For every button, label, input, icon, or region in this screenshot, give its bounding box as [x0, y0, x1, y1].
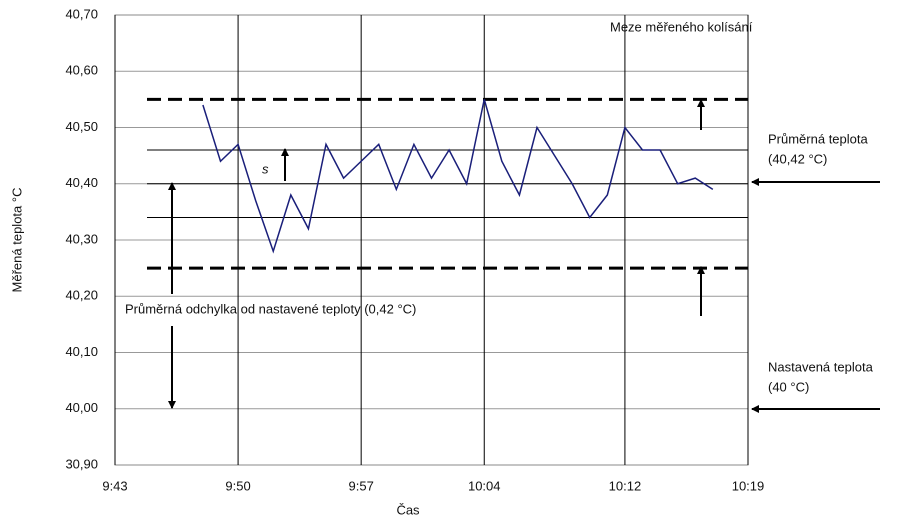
- y-tick-label: 40,00: [65, 400, 98, 415]
- x-tick-label: 10:04: [468, 478, 501, 493]
- y-tick-label: 30,90: [65, 456, 98, 471]
- annotation: (40 °C): [768, 379, 809, 394]
- annotation: Nastavená teplota: [768, 359, 874, 374]
- annotation: (40,42 °C): [768, 151, 827, 166]
- y-tick-label: 40,50: [65, 119, 98, 134]
- arrows: [168, 99, 880, 413]
- x-tick-label: 10:19: [732, 478, 765, 493]
- x-tick-label: 9:43: [102, 478, 127, 493]
- annotation: Meze měřeného kolísání: [610, 19, 753, 34]
- y-tick-label: 40,40: [65, 175, 98, 190]
- annotation: Průměrná odchylka od nastavené teploty (…: [125, 301, 416, 316]
- y-tick-label: 40,70: [65, 6, 98, 21]
- annotation: s: [262, 161, 269, 176]
- data-line: [202, 99, 714, 254]
- y-tick-label: 40,20: [65, 288, 98, 303]
- x-axis-label: Čas: [396, 502, 420, 517]
- x-tick-label: 9:50: [225, 478, 250, 493]
- annotation: Průměrná teplota: [768, 131, 868, 146]
- y-tick-label: 40,10: [65, 344, 98, 359]
- y-tick-label: 40,30: [65, 231, 98, 246]
- y-tick-label: 40,60: [65, 63, 98, 78]
- y-axis-label: Měřená teplota °C: [9, 188, 24, 293]
- x-tick-label: 9:57: [349, 478, 374, 493]
- x-tick-label: 10:12: [609, 478, 642, 493]
